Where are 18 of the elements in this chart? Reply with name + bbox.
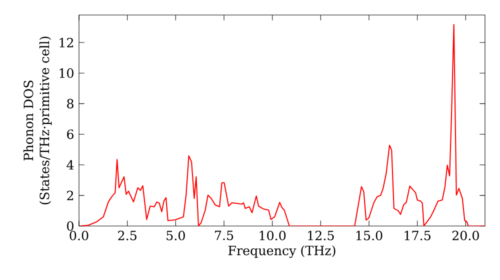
x-tick-label: 17.5 bbox=[404, 230, 430, 240]
y-tick-label: 4 bbox=[66, 160, 74, 170]
x-axis-title: Frequency (THz) bbox=[228, 245, 336, 258]
y-tick-label: 10 bbox=[60, 68, 74, 78]
y-axis-title: Phonon DOS (States/THz·primitive cell) bbox=[23, 36, 52, 204]
x-tick-label: 10.0 bbox=[260, 230, 286, 240]
y-tick-label: 6 bbox=[67, 129, 74, 140]
y-tick-label: 0 bbox=[67, 221, 74, 231]
x-tick-label: 5.0 bbox=[166, 230, 185, 240]
y-tick-label: 12 bbox=[60, 38, 74, 48]
y-tick-label: 2 bbox=[67, 190, 74, 200]
x-tick-label: 0.0 bbox=[70, 230, 88, 240]
x-tick-label: 15.0 bbox=[356, 230, 382, 240]
x-tick-label: 20.0 bbox=[452, 230, 479, 240]
x-tick-label: 12.5 bbox=[308, 230, 334, 240]
y-tick-label: 8 bbox=[67, 98, 74, 108]
x-tick-label: 7.5 bbox=[214, 230, 234, 240]
x-tick-label: 2.5 bbox=[118, 230, 136, 240]
